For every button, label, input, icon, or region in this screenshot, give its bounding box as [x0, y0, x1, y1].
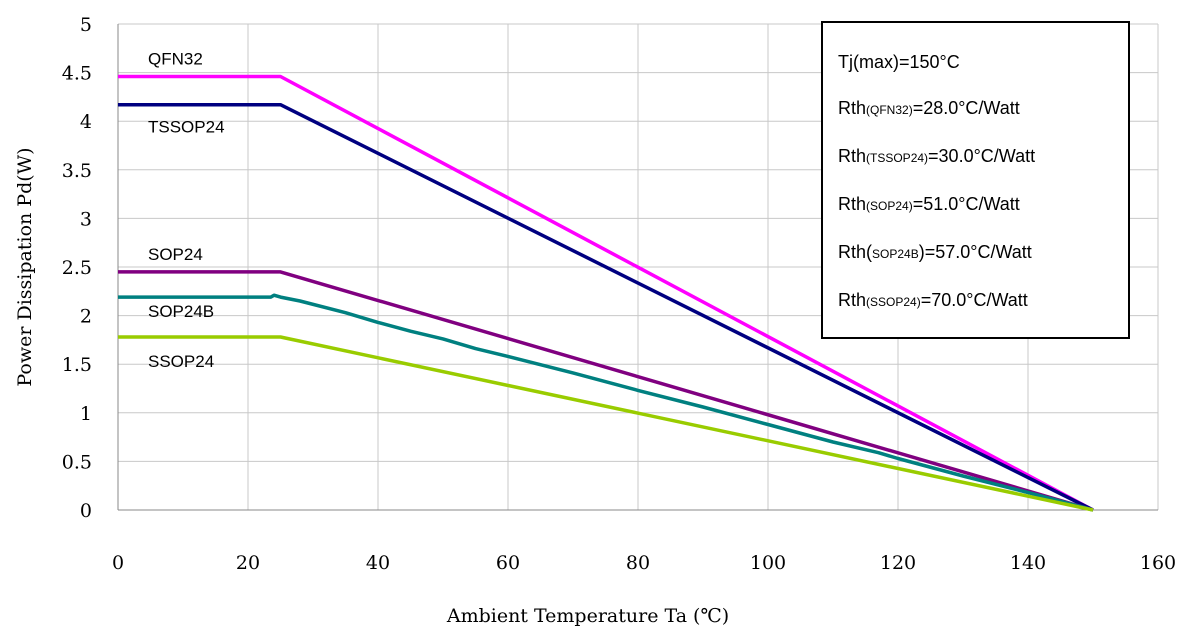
note-row-package: (SSOP24)	[866, 295, 921, 309]
note-box-frame	[821, 21, 1130, 339]
x-tick-label: 80	[626, 552, 650, 574]
note-row-package: (SOP24)	[866, 199, 913, 213]
note-row: Rth(SOP24)=51.0°C/Watt	[838, 194, 1020, 214]
x-axis-ticks: 0 20 40 60 80 100 120 140 160	[112, 552, 1176, 574]
note-row-value: =28.0°C/Watt	[913, 98, 1020, 118]
series-line-sop24b	[118, 293, 1094, 512]
series-line-qfn32	[118, 74, 1094, 512]
x-tick-label: 60	[496, 552, 520, 574]
series-label-tssop24: TSSOP24	[148, 118, 225, 137]
series-label-sop24b: SOP24B	[148, 302, 214, 321]
series-line-ssop24	[118, 335, 1094, 512]
y-axis-ticks: 0 0.5 1 1.5 2 2.5 3 3.5 4 4.5 5	[62, 14, 92, 522]
y-tick-label: 1	[80, 403, 92, 425]
x-tick-label: 40	[366, 552, 390, 574]
y-tick-label: 0	[80, 500, 92, 522]
x-tick-label: 20	[236, 552, 260, 574]
series-line-sop24	[118, 270, 1094, 512]
series-line-tssop24	[118, 102, 1094, 512]
note-row-prefix: Rth	[838, 146, 866, 166]
note-row: Rth(TSSOP24)=30.0°C/Watt	[838, 146, 1035, 166]
note-row-package: (TSSOP24)	[866, 151, 928, 165]
x-tick-label: 160	[1140, 552, 1176, 574]
note-row-prefix: Rth(	[838, 242, 872, 262]
y-tick-label: 2	[80, 306, 92, 328]
note-row-prefix: Rth	[838, 290, 866, 310]
y-tick-label: 1.5	[62, 354, 92, 376]
y-tick-label: 4	[80, 111, 92, 133]
series-label-qfn32: QFN32	[148, 49, 203, 68]
series-label-ssop24: SSOP24	[148, 352, 214, 371]
note-row-value: =30.0°C/Watt	[928, 146, 1035, 166]
note-title: Tj(max)=150°C	[838, 52, 960, 72]
y-tick-label: 3.5	[62, 160, 92, 182]
y-tick-label: 2.5	[62, 257, 92, 279]
note-row-package: SOP24B	[872, 247, 919, 261]
y-tick-label: 0.5	[62, 451, 92, 473]
note-row: Rth(QFN32)=28.0°C/Watt	[838, 98, 1020, 118]
y-tick-label: 4.5	[62, 63, 92, 85]
series-labels: QFN32 TSSOP24 SOP24 SOP24B SSOP24	[148, 49, 225, 370]
y-tick-label: 3	[80, 208, 92, 230]
x-tick-label: 100	[750, 552, 786, 574]
note-row-value: =51.0°C/Watt	[913, 194, 1020, 214]
x-axis-title: Ambient Temperature Ta (℃)	[446, 605, 729, 627]
x-tick-label: 120	[880, 552, 916, 574]
note-row-prefix: Rth	[838, 98, 866, 118]
note-row-value: )=57.0°C/Watt	[919, 242, 1032, 262]
note-row: Rth(SOP24B)=57.0°C/Watt	[838, 242, 1032, 262]
thermal-resistance-note: Tj(max)=150°CRth(QFN32)=28.0°C/WattRth(T…	[821, 21, 1130, 339]
y-axis-title: Power Dissipation Pd(W)	[14, 147, 36, 386]
note-row: Rth(SSOP24)=70.0°C/Watt	[838, 290, 1028, 310]
note-row-package: (QFN32)	[866, 103, 913, 117]
note-row-value: =70.0°C/Watt	[921, 290, 1028, 310]
x-tick-label: 0	[112, 552, 124, 574]
series-lines	[118, 74, 1094, 512]
series-label-sop24: SOP24	[148, 245, 203, 264]
y-tick-label: 5	[80, 14, 92, 36]
note-row-prefix: Rth	[838, 194, 866, 214]
x-tick-label: 140	[1010, 552, 1046, 574]
